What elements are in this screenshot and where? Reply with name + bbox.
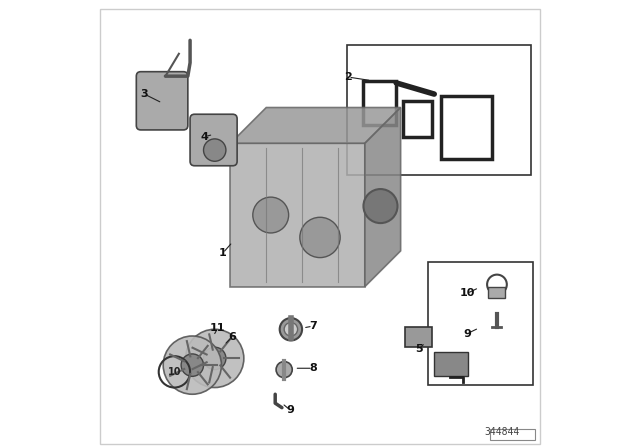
Circle shape	[163, 336, 221, 394]
Bar	[435, 352, 468, 376]
Polygon shape	[230, 143, 365, 287]
Text: 7: 7	[309, 321, 317, 331]
Circle shape	[253, 197, 289, 233]
Bar	[490, 429, 535, 440]
Circle shape	[280, 318, 302, 340]
Text: 6: 6	[228, 332, 236, 342]
Circle shape	[204, 139, 226, 161]
Circle shape	[186, 329, 244, 388]
Bar	[488, 287, 505, 298]
Circle shape	[300, 217, 340, 258]
Text: 5: 5	[415, 345, 422, 354]
FancyBboxPatch shape	[190, 114, 237, 166]
Text: 10: 10	[168, 367, 181, 377]
Text: 1: 1	[219, 248, 227, 258]
Text: 9: 9	[286, 405, 294, 415]
Text: 344844: 344844	[484, 427, 520, 437]
Circle shape	[276, 362, 292, 378]
Polygon shape	[230, 108, 401, 143]
Text: 3: 3	[141, 89, 148, 99]
Circle shape	[204, 347, 226, 370]
FancyBboxPatch shape	[136, 72, 188, 130]
Text: 10: 10	[460, 289, 475, 298]
Circle shape	[364, 189, 397, 223]
Bar	[405, 327, 432, 347]
Text: 9: 9	[463, 329, 471, 339]
Polygon shape	[365, 108, 401, 287]
Bar	[403, 101, 432, 137]
Bar	[362, 81, 396, 125]
Circle shape	[181, 354, 204, 376]
Text: 2: 2	[344, 72, 352, 82]
Bar	[441, 96, 493, 159]
Text: 11: 11	[210, 323, 226, 333]
Text: 4: 4	[201, 132, 209, 142]
Text: 8: 8	[309, 363, 317, 373]
Circle shape	[284, 323, 298, 336]
